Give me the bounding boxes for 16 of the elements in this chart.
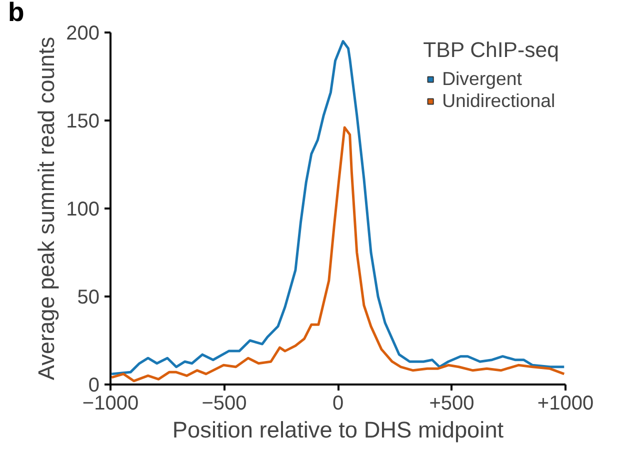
text: b [8, 0, 24, 27]
legend-label: Unidirectional [442, 90, 556, 112]
x-axis-title: Position relative to DHS midpoint [172, 416, 504, 442]
x-tick-label: +500 [429, 392, 474, 414]
y-tick-label: 150 [66, 110, 100, 132]
line-series [110, 126, 566, 382]
y-tick-label: 100 [66, 198, 100, 220]
x-tick-label: 0 [332, 392, 344, 414]
legend-title: TBP ChIP-seq [423, 38, 559, 63]
y-tick-label: 200 [66, 22, 100, 44]
x-tick-label: −500 [202, 392, 247, 414]
x-tick-label: +1000 [537, 392, 594, 414]
y-axis-title: Average peak summit read counts [33, 36, 60, 380]
line-series [110, 40, 566, 376]
y-tick-label: 50 [77, 286, 100, 308]
legend-label: Divergent [442, 68, 522, 90]
